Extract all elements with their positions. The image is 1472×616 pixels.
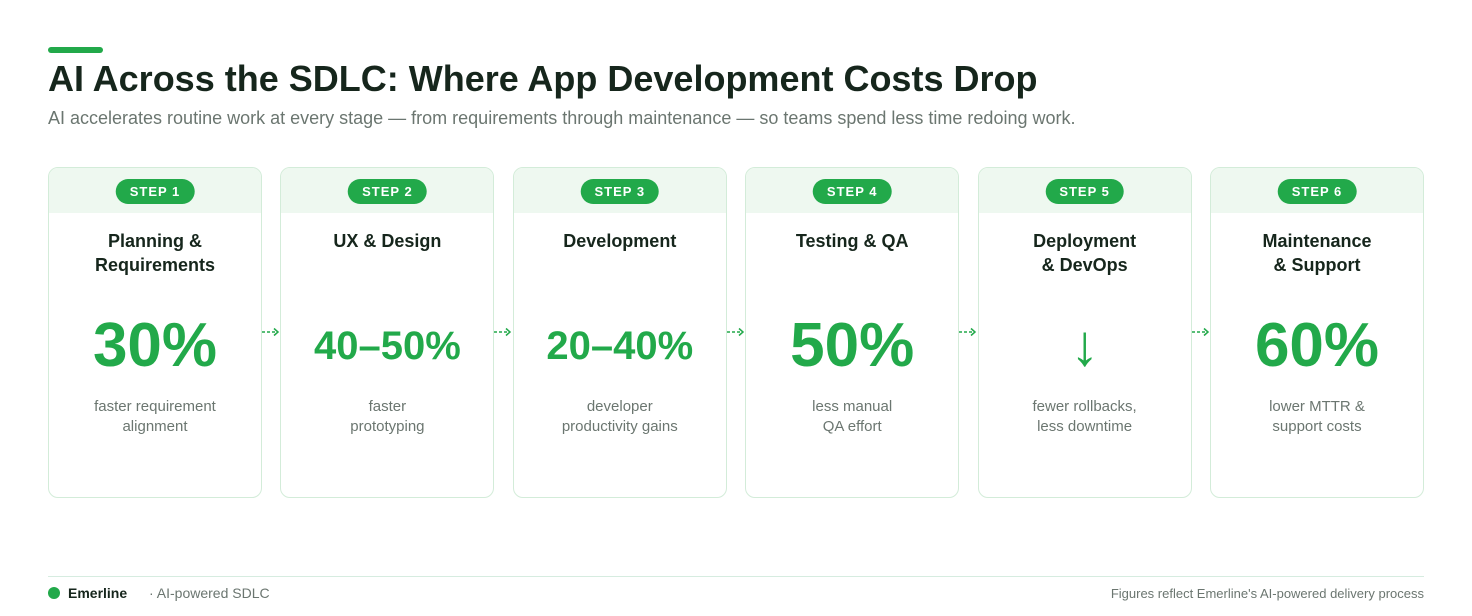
step-title: Planning & Requirements	[49, 229, 261, 277]
description-line: alignment	[122, 418, 188, 435]
step-badge: STEP 3	[580, 179, 660, 204]
step-title: Development	[514, 229, 726, 253]
title-line: Maintenance	[1262, 231, 1372, 251]
description-line: less downtime	[1037, 418, 1133, 435]
description-line: lower MTTR &	[1269, 398, 1365, 415]
description-line: faster requirement	[94, 398, 216, 415]
step-card: STEP 1 Planning & Requirements 30% faster re…	[48, 167, 262, 498]
step-description: less manual QA effort	[746, 397, 958, 437]
step-metric: 60%	[1254, 311, 1380, 380]
title-line: UX & Design	[333, 231, 442, 251]
step-metric: 30%	[92, 311, 218, 380]
description-line: developer	[586, 398, 653, 415]
step-card: STEP 2 UX & Design 40–50% faster prototyping	[280, 167, 495, 498]
step-title: Maintenance & Support	[1211, 229, 1423, 277]
step-description: lower MTTR & support costs	[1211, 397, 1423, 437]
brand: Emerline	[68, 585, 128, 601]
footer-note: Figures reflect Emerline's AI-powered de…	[1110, 586, 1424, 601]
step-metric: ↓	[1070, 313, 1100, 378]
step-title: UX & Design	[281, 229, 493, 253]
step-badge: STEP 4	[812, 179, 892, 204]
connector-arrow	[959, 327, 977, 337]
description-line: prototyping	[350, 418, 425, 435]
step-badge: STEP 6	[1277, 179, 1357, 204]
description-line: fewer rollbacks,	[1032, 398, 1137, 415]
step-card: STEP 3 Development 20–40% developer producti…	[512, 167, 727, 498]
brand-dot	[48, 587, 60, 599]
description-line: support costs	[1272, 418, 1362, 435]
title-line: Requirements	[94, 255, 216, 275]
step-description: faster prototyping	[281, 397, 493, 437]
page-subtitle: AI accelerates routine work at every sta…	[48, 108, 1076, 128]
step-card: STEP 5 Deployment & DevOps ↓ fewer rollbacks…	[977, 167, 1192, 498]
step-badge: STEP 1	[115, 179, 195, 204]
step-description: faster requirement alignment	[49, 397, 261, 437]
title-line: Testing & QA	[795, 231, 909, 251]
step-description: developer productivity gains	[514, 397, 726, 437]
step-title: Deployment & DevOps	[979, 229, 1191, 277]
footer-rule	[48, 576, 1424, 577]
step-badge: STEP 2	[348, 179, 427, 204]
description-line: QA effort	[822, 418, 882, 435]
page-title: AI Across the SDLC: Where App Developmen…	[48, 58, 1038, 99]
step-card: STEP 6 Maintenance & Support 60% lower MTTR …	[1210, 167, 1424, 498]
step-metric: 40–50%	[313, 324, 461, 368]
connector-arrow	[262, 327, 280, 337]
step-metric: 20–40%	[546, 324, 694, 368]
description-line: less manual	[812, 398, 893, 415]
step-card: STEP 4 Testing & QA 50% less manual QA effor…	[745, 167, 960, 498]
accent-bar	[48, 47, 103, 53]
step-description: fewer rollbacks, less downtime	[979, 397, 1191, 437]
description-line: productivity gains	[561, 418, 678, 435]
connector-arrow	[1191, 327, 1209, 337]
title-line: & Support	[1273, 255, 1361, 275]
title-line: Planning &	[108, 231, 202, 251]
title-line: & DevOps	[1041, 255, 1128, 275]
connector-arrow	[494, 327, 512, 337]
description-line: faster	[368, 398, 407, 415]
connector-arrow	[726, 327, 744, 337]
tagline: · AI-powered SDLC	[149, 585, 270, 601]
step-metric: 50%	[790, 311, 915, 380]
title-line: Development	[563, 231, 677, 251]
step-title: Testing & QA	[746, 229, 958, 253]
step-badge: STEP 5	[1045, 179, 1124, 204]
title-line: Deployment	[1033, 231, 1137, 251]
